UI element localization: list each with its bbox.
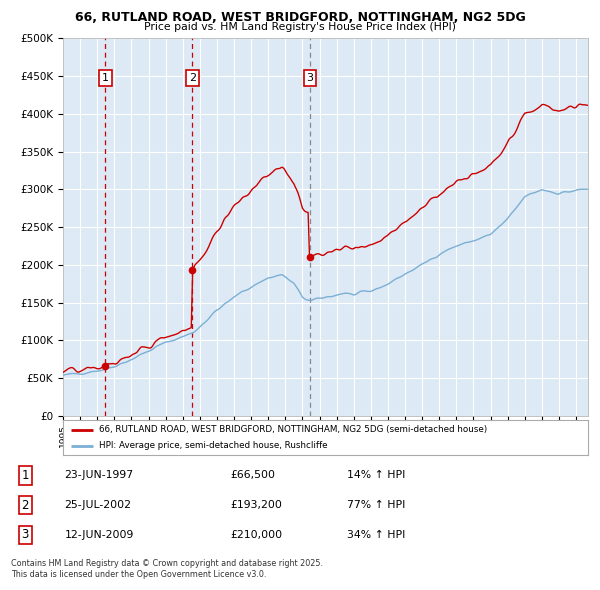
Text: 3: 3	[307, 73, 313, 83]
Text: 14% ↑ HPI: 14% ↑ HPI	[347, 470, 405, 480]
Text: 12-JUN-2009: 12-JUN-2009	[64, 530, 134, 540]
Text: 1: 1	[22, 469, 29, 482]
Text: 25-JUL-2002: 25-JUL-2002	[64, 500, 131, 510]
Text: 66, RUTLAND ROAD, WEST BRIDGFORD, NOTTINGHAM, NG2 5DG: 66, RUTLAND ROAD, WEST BRIDGFORD, NOTTIN…	[74, 11, 526, 24]
Text: Contains HM Land Registry data © Crown copyright and database right 2025.
This d: Contains HM Land Registry data © Crown c…	[11, 559, 323, 579]
Text: 3: 3	[22, 528, 29, 541]
Text: 77% ↑ HPI: 77% ↑ HPI	[347, 500, 405, 510]
Text: 34% ↑ HPI: 34% ↑ HPI	[347, 530, 405, 540]
Text: 2: 2	[189, 73, 196, 83]
Text: Price paid vs. HM Land Registry's House Price Index (HPI): Price paid vs. HM Land Registry's House …	[144, 22, 456, 32]
Text: £66,500: £66,500	[230, 470, 275, 480]
Text: 1: 1	[102, 73, 109, 83]
Text: £210,000: £210,000	[230, 530, 282, 540]
Text: £193,200: £193,200	[230, 500, 282, 510]
Text: 66, RUTLAND ROAD, WEST BRIDGFORD, NOTTINGHAM, NG2 5DG (semi-detached house): 66, RUTLAND ROAD, WEST BRIDGFORD, NOTTIN…	[98, 425, 487, 434]
Text: 2: 2	[22, 499, 29, 512]
Text: HPI: Average price, semi-detached house, Rushcliffe: HPI: Average price, semi-detached house,…	[98, 441, 327, 450]
Text: 23-JUN-1997: 23-JUN-1997	[64, 470, 133, 480]
